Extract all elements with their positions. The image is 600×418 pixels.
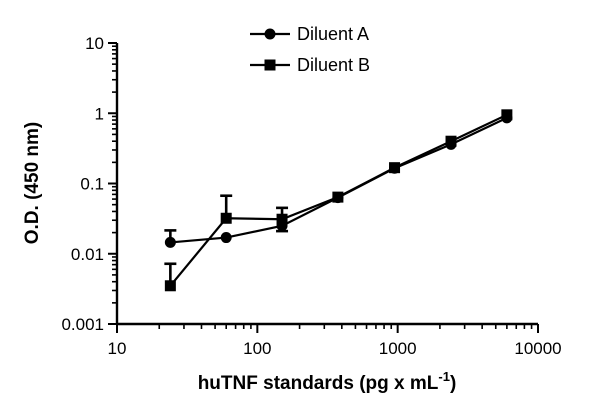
x-axis-title-main: huTNF standards (pg x mL bbox=[198, 373, 439, 394]
x-tick-label: 100 bbox=[243, 339, 271, 358]
x-axis-title-close: ) bbox=[450, 373, 456, 394]
data-point-square bbox=[332, 191, 344, 203]
x-tick-label: 10000 bbox=[514, 339, 561, 358]
data-point-square bbox=[389, 162, 401, 174]
y-tick-label: 0.1 bbox=[80, 175, 104, 194]
data-point-circle bbox=[220, 232, 232, 244]
data-point-square bbox=[276, 213, 288, 225]
data-point-circle bbox=[164, 236, 176, 248]
x-axis-title-superscript: -1 bbox=[438, 369, 450, 384]
x-axis-title: huTNF standards (pg x mL-1) bbox=[198, 369, 457, 394]
series-group bbox=[164, 109, 513, 292]
series-diluent-b bbox=[164, 109, 513, 292]
y-tick-label: 0.01 bbox=[71, 245, 104, 264]
y-tick-label: 1 bbox=[95, 104, 104, 123]
data-point-square bbox=[164, 280, 176, 292]
legend-item-diluent-a: Diluent A bbox=[250, 24, 369, 44]
legend-label-diluent-a: Diluent A bbox=[297, 24, 369, 44]
y-tick-label: 0.001 bbox=[61, 315, 104, 334]
x-tick-label: 10 bbox=[108, 339, 127, 358]
data-point-square bbox=[445, 135, 457, 147]
legend-label-diluent-b: Diluent B bbox=[297, 55, 370, 75]
data-point-square bbox=[220, 212, 232, 224]
series-diluent-a bbox=[164, 112, 513, 248]
legend: Diluent A Diluent B bbox=[250, 24, 370, 75]
y-axis-title: O.D. (450 nm) bbox=[22, 122, 43, 244]
x-tick-label: 1000 bbox=[379, 339, 417, 358]
legend-item-diluent-b: Diluent B bbox=[250, 55, 370, 75]
legend-marker-square bbox=[264, 59, 276, 71]
axes bbox=[115, 43, 538, 326]
legend-marker-circle bbox=[264, 28, 276, 40]
y-axis-ticks: 0.001 0.01 0.1 1 10 bbox=[61, 34, 117, 334]
data-point-square bbox=[501, 109, 513, 121]
x-axis-ticks: 10 100 1000 10000 bbox=[108, 324, 562, 358]
y-tick-label: 10 bbox=[85, 34, 104, 53]
